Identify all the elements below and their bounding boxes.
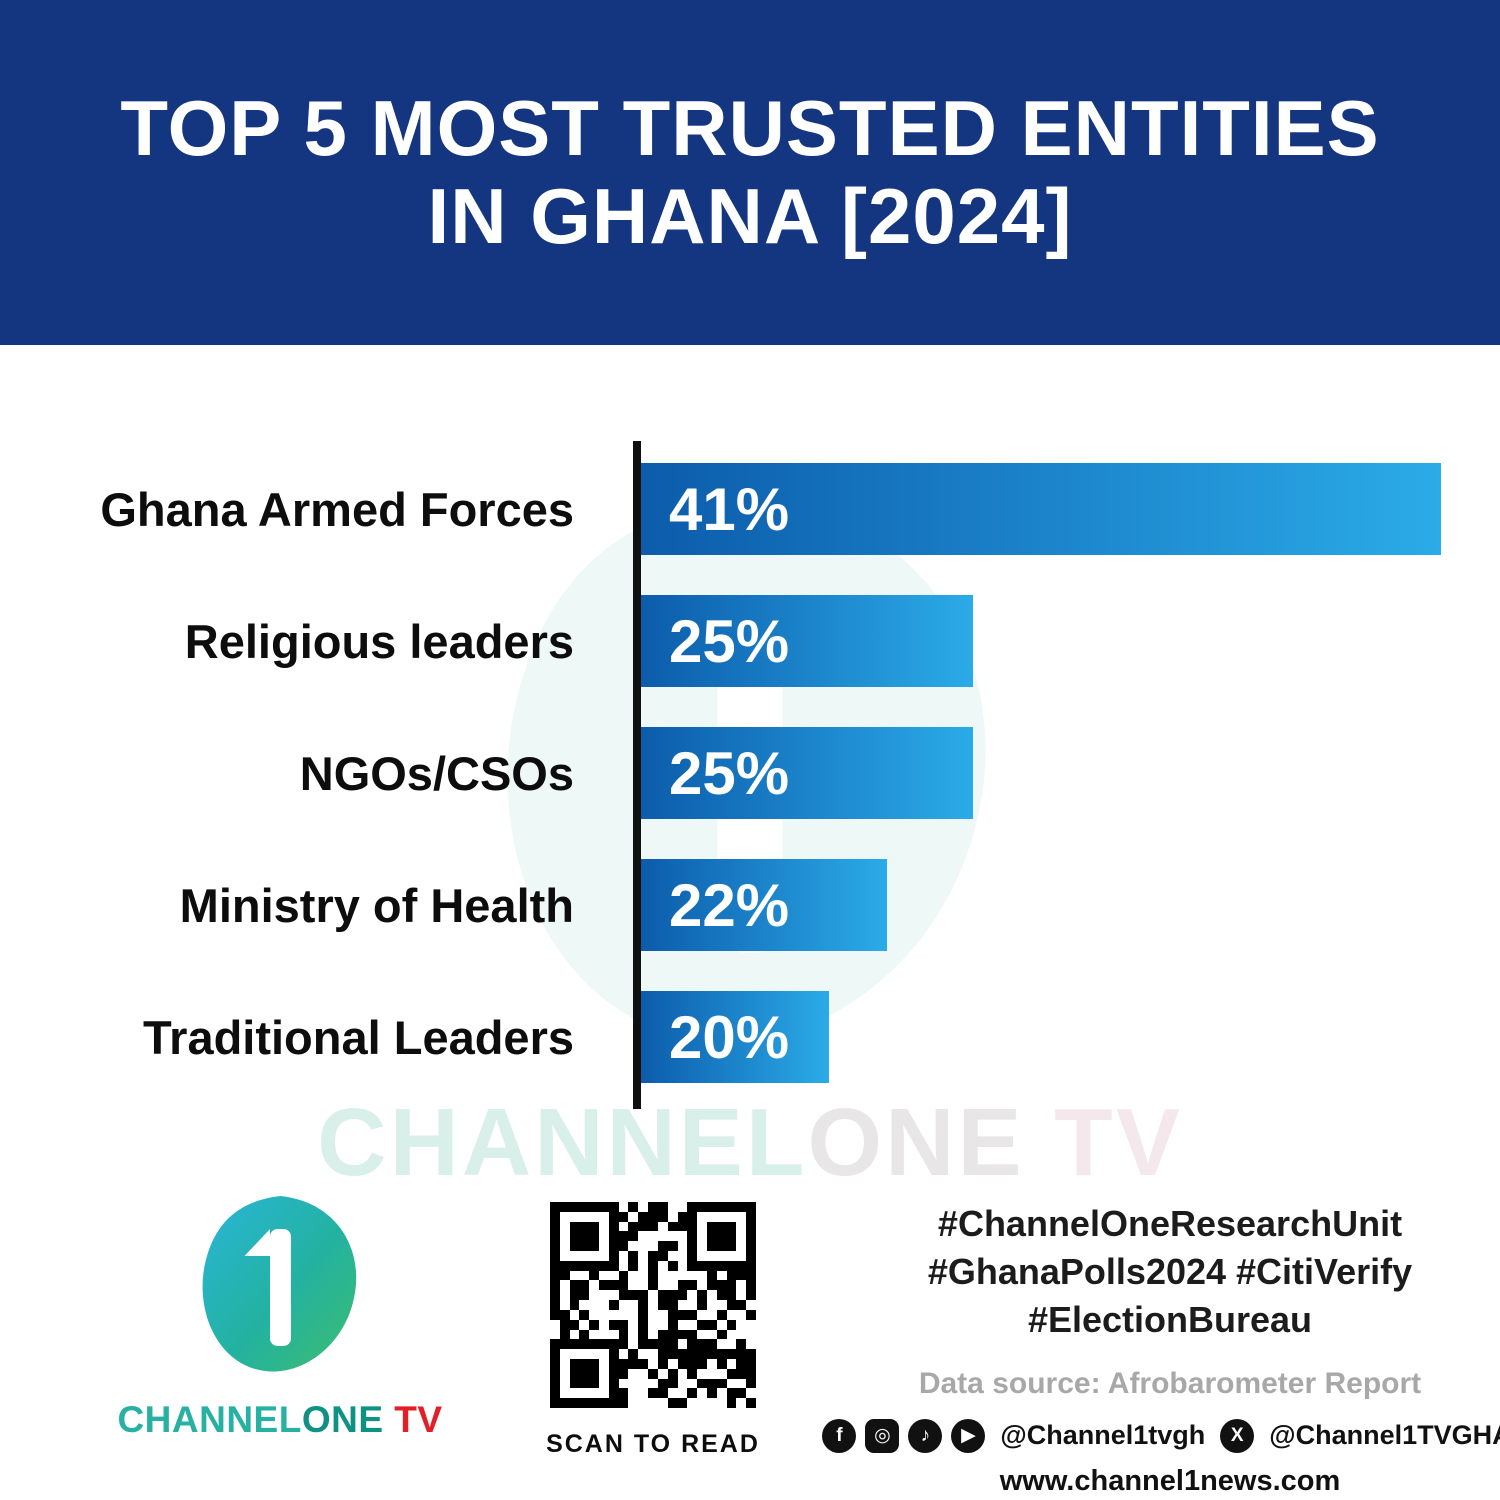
category-label: Traditional Leaders bbox=[143, 1010, 574, 1064]
instagram-icon: ◎ bbox=[865, 1418, 900, 1453]
value-label: 20% bbox=[669, 1003, 790, 1071]
watermark-tv: TV bbox=[1024, 1089, 1183, 1196]
data-source: Data source: Afrobarometer Report bbox=[918, 1366, 1422, 1400]
qr-code bbox=[544, 1196, 762, 1414]
qr-caption: SCAN TO READ bbox=[546, 1430, 760, 1458]
page-title-line1: TOP 5 MOST TRUSTED ENTITIES bbox=[120, 84, 1380, 173]
bar: 22% bbox=[641, 859, 887, 951]
facebook-icon: f bbox=[822, 1418, 857, 1453]
qr-block: SCAN TO READ bbox=[533, 1196, 773, 1459]
hashtags-line1: #ChannelOneResearchUnit bbox=[937, 1203, 1403, 1244]
category-label: Ghana Armed Forces bbox=[100, 482, 574, 536]
bar: 25% bbox=[641, 727, 973, 819]
hashtags-line3: #ElectionBureau bbox=[1027, 1299, 1313, 1341]
bar: 20% bbox=[641, 991, 829, 1083]
channel-one-logo-block: CHANNELONE TV bbox=[117, 1190, 442, 1441]
channel-one-logo-icon bbox=[202, 1196, 356, 1372]
bar: 25% bbox=[641, 595, 973, 687]
bar-row-traditional-leaders: Traditional Leaders 20% bbox=[0, 991, 1500, 1083]
logo-text-channel: CHANNEL bbox=[117, 1399, 302, 1440]
title-banner: TOP 5 MOST TRUSTED ENTITIES IN GHANA [20… bbox=[0, 0, 1500, 345]
tiktok-icon: ♪ bbox=[908, 1418, 943, 1453]
bar-chart: Ghana Armed Forces 41% Religious leaders… bbox=[0, 441, 1500, 1109]
value-label: 25% bbox=[669, 739, 790, 807]
value-label: 22% bbox=[669, 871, 790, 939]
bar: 41% bbox=[641, 463, 1441, 555]
category-label: NGOs/CSOs bbox=[299, 746, 574, 800]
bar-row-ministry-of-health: Ministry of Health 22% bbox=[0, 859, 1500, 951]
hashtags: #ChannelOneResearchUnit #GhanaPolls2024 … bbox=[880, 1200, 1460, 1345]
social-row: f ◎ ♪ ▶ @Channel1tvgh X @Channel1TVGHA bbox=[822, 1418, 1500, 1453]
x-twitter-icon: X bbox=[1220, 1418, 1255, 1453]
page-title-line2: IN GHANA [2024] bbox=[427, 171, 1073, 260]
website-url: www.channel1news.com bbox=[999, 1464, 1341, 1497]
hashtags-line2: #GhanaPolls2024 #CitiVerify bbox=[927, 1251, 1413, 1293]
page-title: TOP 5 MOST TRUSTED ENTITIES IN GHANA [20… bbox=[120, 84, 1380, 260]
category-label: Religious leaders bbox=[184, 614, 574, 668]
category-label: Ministry of Health bbox=[179, 878, 574, 932]
bar-row-ghana-armed-forces: Ghana Armed Forces 41% bbox=[0, 463, 1500, 555]
channel-one-watermark: CHANNELONE TV bbox=[0, 1088, 1500, 1198]
chart-axis-line bbox=[633, 441, 641, 1109]
youtube-icon: ▶ bbox=[951, 1418, 986, 1453]
logo-text-tv: TV bbox=[383, 1399, 443, 1440]
bar-row-ngos-csos: NGOs/CSOs 25% bbox=[0, 727, 1500, 819]
bar-row-religious-leaders: Religious leaders 25% bbox=[0, 595, 1500, 687]
social-handle-2: @Channel1TVGHA bbox=[1269, 1420, 1500, 1451]
watermark-one: ONE bbox=[807, 1089, 1025, 1196]
channel-one-logo-text: CHANNELONE TV bbox=[117, 1399, 442, 1441]
watermark-channel: CHANNEL bbox=[317, 1089, 808, 1196]
value-label: 41% bbox=[669, 475, 790, 543]
footer-info-block: #ChannelOneResearchUnit #GhanaPolls2024 … bbox=[822, 1200, 1500, 1498]
logo-text-one: ONE bbox=[301, 1399, 384, 1440]
social-handle-1: @Channel1tvgh bbox=[1000, 1420, 1206, 1451]
value-label: 25% bbox=[669, 607, 790, 675]
